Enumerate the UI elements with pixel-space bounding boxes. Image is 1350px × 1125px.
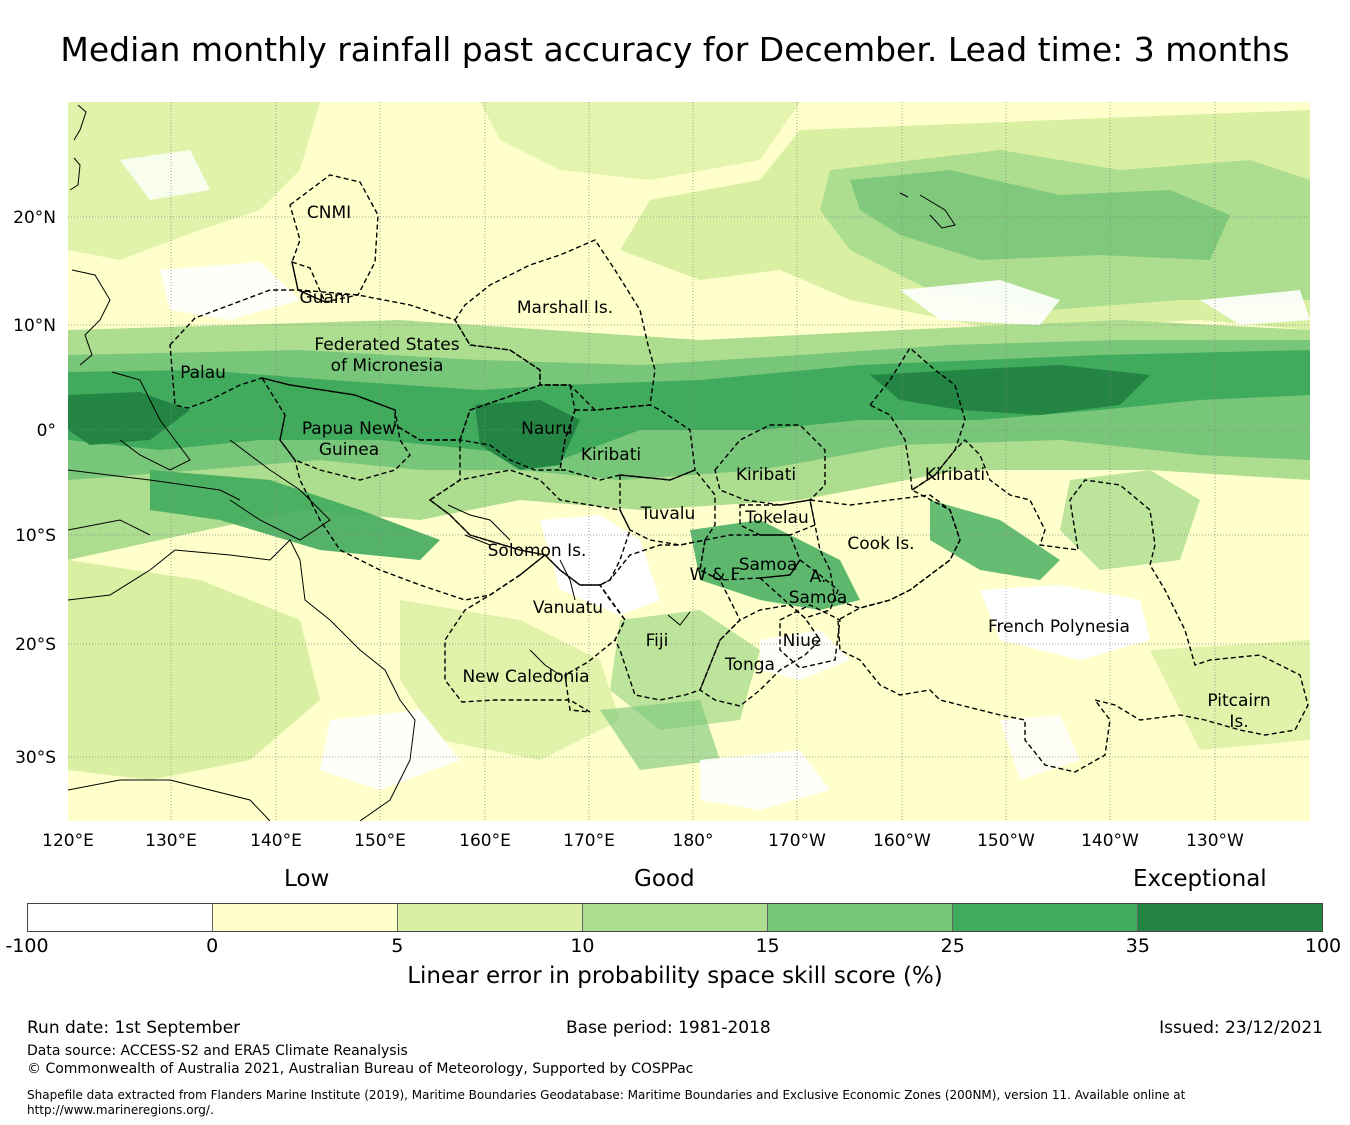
region-label-tonga: Tonga (724, 655, 775, 675)
lon-label: 120°E (42, 831, 94, 851)
colorbar-swatch (398, 904, 583, 931)
region-label-png: Papua New Guinea (302, 419, 396, 460)
shapefile-url: http://www.marineregions.org/. (27, 1103, 214, 1117)
legend-word-exceptional: Exceptional (1133, 866, 1267, 892)
region-label-niue: Niue (783, 631, 822, 651)
data-source: Data source: ACCESS-S2 and ERA5 Climate … (27, 1043, 408, 1059)
colorbar-tick-label: 25 (940, 935, 965, 957)
lon-label: 160°W (873, 831, 931, 851)
eez-boundaries (169, 174, 1309, 773)
region-label-samoa: Samoa (739, 555, 798, 575)
chart-title: Median monthly rainfall past accuracy fo… (60, 30, 1290, 69)
lat-label: 20°N (13, 208, 56, 228)
colorbar-title: Linear error in probability space skill … (407, 963, 943, 989)
lon-label: 160°E (459, 831, 511, 851)
region-label-fsm: Federated States of Micronesia (314, 335, 459, 376)
base-period: Base period: 1981-2018 (566, 1018, 771, 1038)
colorbar-tick-label: 15 (755, 935, 780, 957)
region-label-kiribati-c: Kiribati (736, 465, 796, 485)
colorbar-swatch (583, 904, 768, 931)
colorbar-swatch (28, 904, 213, 931)
colorbar-tick-label: 5 (391, 935, 404, 957)
axis-labels: 120°E 130°E 140°E 150°E 160°E 170°E 180° 170°W 1… (13, 208, 1244, 851)
colorbar-swatch (953, 904, 1138, 931)
run-date: Run date: 1st September (27, 1018, 241, 1038)
lat-label: 30°S (15, 748, 56, 768)
region-label-solomon: Solomon Is. (488, 541, 587, 561)
region-label-cnmi: CNMI (307, 203, 351, 223)
colorbar-tick-label: 10 (570, 935, 595, 957)
region-label-asamoa: A. Samoa (789, 567, 848, 608)
colorbar-swatch (1138, 904, 1322, 931)
region-label-kiribati-w: Kiribati (581, 445, 641, 465)
legend-word-low: Low (284, 866, 330, 892)
copyright: © Commonwealth of Australia 2021, Austra… (27, 1061, 694, 1077)
lon-label: 140°W (1081, 831, 1139, 851)
colorbar-swatch (213, 904, 398, 931)
region-label-tuvalu: Tuvalu (640, 504, 696, 524)
colorbar-tick-label: 0 (206, 935, 219, 957)
region-label-palau: Palau (180, 363, 226, 383)
region-label-newcal: New Caledonia (462, 667, 589, 687)
lat-label: 0° (37, 421, 56, 441)
lon-label: 150°W (977, 831, 1035, 851)
colorbar-tick-label: 35 (1125, 935, 1150, 957)
region-label-guam: Guam (300, 288, 351, 308)
coastlines (68, 104, 956, 821)
colorbar-tick-label: 100 (1304, 935, 1342, 957)
lat-label: 10°S (15, 526, 56, 546)
graticule (68, 102, 1310, 821)
lon-label: 180° (673, 831, 714, 851)
skill-map: CNMI Guam Marshall Is. Federated States of M… (13, 102, 1310, 851)
lon-label: 130°E (145, 831, 197, 851)
colorbar (27, 903, 1323, 932)
issued-date: Issued: 23/12/2021 (1159, 1018, 1323, 1038)
region-label-nauru: Nauru (521, 419, 573, 439)
lon-label: 170°E (563, 831, 615, 851)
region-label-wf: W & F (690, 565, 741, 585)
lon-label: 140°E (250, 831, 302, 851)
region-label-pitcairn: Pitcairn Is. (1207, 691, 1270, 732)
lon-label: 150°E (354, 831, 406, 851)
lat-label: 10°N (13, 316, 56, 336)
lon-label: 170°W (768, 831, 826, 851)
region-label-vanuatu: Vanuatu (533, 598, 603, 618)
colorbar-swatch (768, 904, 953, 931)
colorbar-tick-label: -100 (5, 935, 49, 957)
legend-word-good: Good (634, 866, 695, 892)
skill-field (68, 102, 1310, 810)
lat-label: 20°S (15, 635, 56, 655)
region-label-cook: Cook Is. (847, 534, 914, 554)
region-label-frpoly: French Polynesia (988, 617, 1130, 637)
shapefile-credit: Shapefile data extracted from Flanders M… (27, 1088, 1186, 1102)
region-label-fiji: Fiji (646, 631, 669, 651)
region-label-marshall: Marshall Is. (517, 298, 613, 318)
region-label-kiribati-e: Kiribati (925, 465, 985, 485)
region-label-tokelau: Tokelau (744, 508, 809, 528)
lon-label: 130°W (1186, 831, 1244, 851)
region-labels: CNMI Guam Marshall Is. Federated States of M… (180, 203, 1271, 732)
